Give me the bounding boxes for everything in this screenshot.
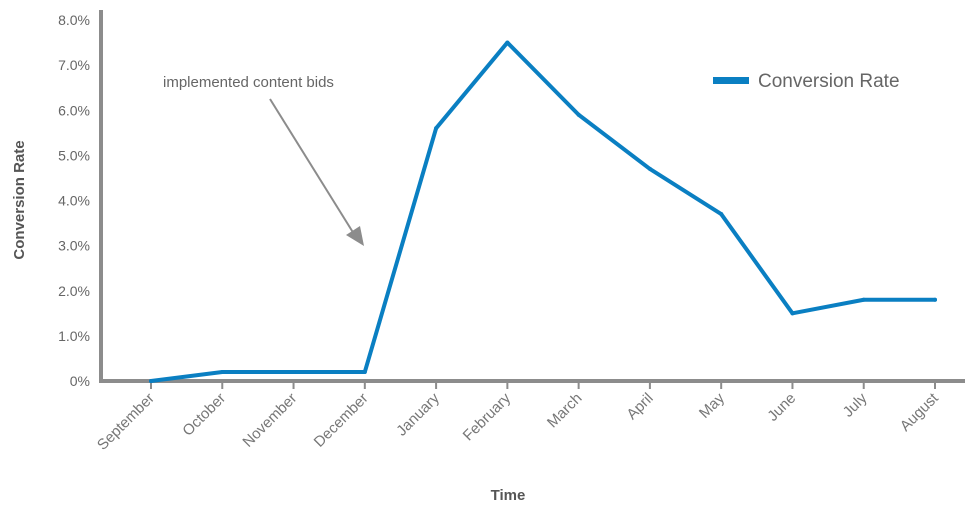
x-tick-label: October (179, 390, 229, 440)
x-tick-label: February (460, 389, 515, 444)
x-tick-label: September (94, 390, 158, 454)
y-tick-label: 2.0% (58, 283, 90, 299)
y-tick-label: 5.0% (58, 147, 90, 163)
y-tick-label: 3.0% (58, 238, 90, 254)
x-tick-labels: September October November December January F… (94, 389, 942, 453)
x-tick-label: March (544, 390, 585, 431)
annotation: implemented content bids (163, 74, 364, 246)
y-tick-label: 6.0% (58, 102, 90, 118)
x-tick-label: January (393, 389, 443, 439)
annotation-text: implemented content bids (163, 74, 334, 91)
data-point (149, 379, 153, 383)
x-tick-label: April (623, 390, 656, 423)
data-point (790, 311, 795, 316)
data-point (576, 112, 581, 117)
x-tick-label: June (764, 390, 799, 425)
series-line-conversion-rate (149, 40, 937, 383)
series-points (149, 40, 937, 383)
y-tick-label: 0% (70, 373, 90, 389)
x-tick-label: November (239, 390, 300, 451)
x-tick-label: August (897, 389, 943, 435)
y-tick-label: 4.0% (58, 193, 90, 209)
x-tick-label: July (840, 389, 871, 420)
y-axis-title: Conversion Rate (11, 140, 28, 259)
x-tick-marks (150, 381, 936, 389)
legend: Conversion Rate (713, 71, 900, 92)
data-point (505, 40, 510, 45)
legend-label: Conversion Rate (758, 71, 900, 92)
data-point (861, 297, 866, 302)
annotation-arrowhead (346, 226, 364, 246)
data-point (434, 126, 439, 131)
y-tick-label: 8.0% (58, 12, 90, 28)
data-point (647, 166, 652, 171)
data-point (933, 297, 937, 302)
y-tick-labels: 0% 1.0% 2.0% 3.0% 4.0% 5.0% 6.0% 7.0% 8.0% (58, 12, 90, 389)
x-tick-label: December (311, 390, 372, 451)
data-point (291, 369, 296, 374)
x-tick-label: May (696, 389, 728, 421)
x-axis-title: Time (491, 487, 526, 504)
data-point (362, 369, 367, 374)
data-point (220, 369, 225, 374)
data-point (719, 212, 724, 217)
y-tick-label: 7.0% (58, 57, 90, 73)
legend-swatch (713, 77, 749, 84)
annotation-arrow-shaft (269, 98, 355, 235)
y-tick-label: 1.0% (58, 328, 90, 344)
